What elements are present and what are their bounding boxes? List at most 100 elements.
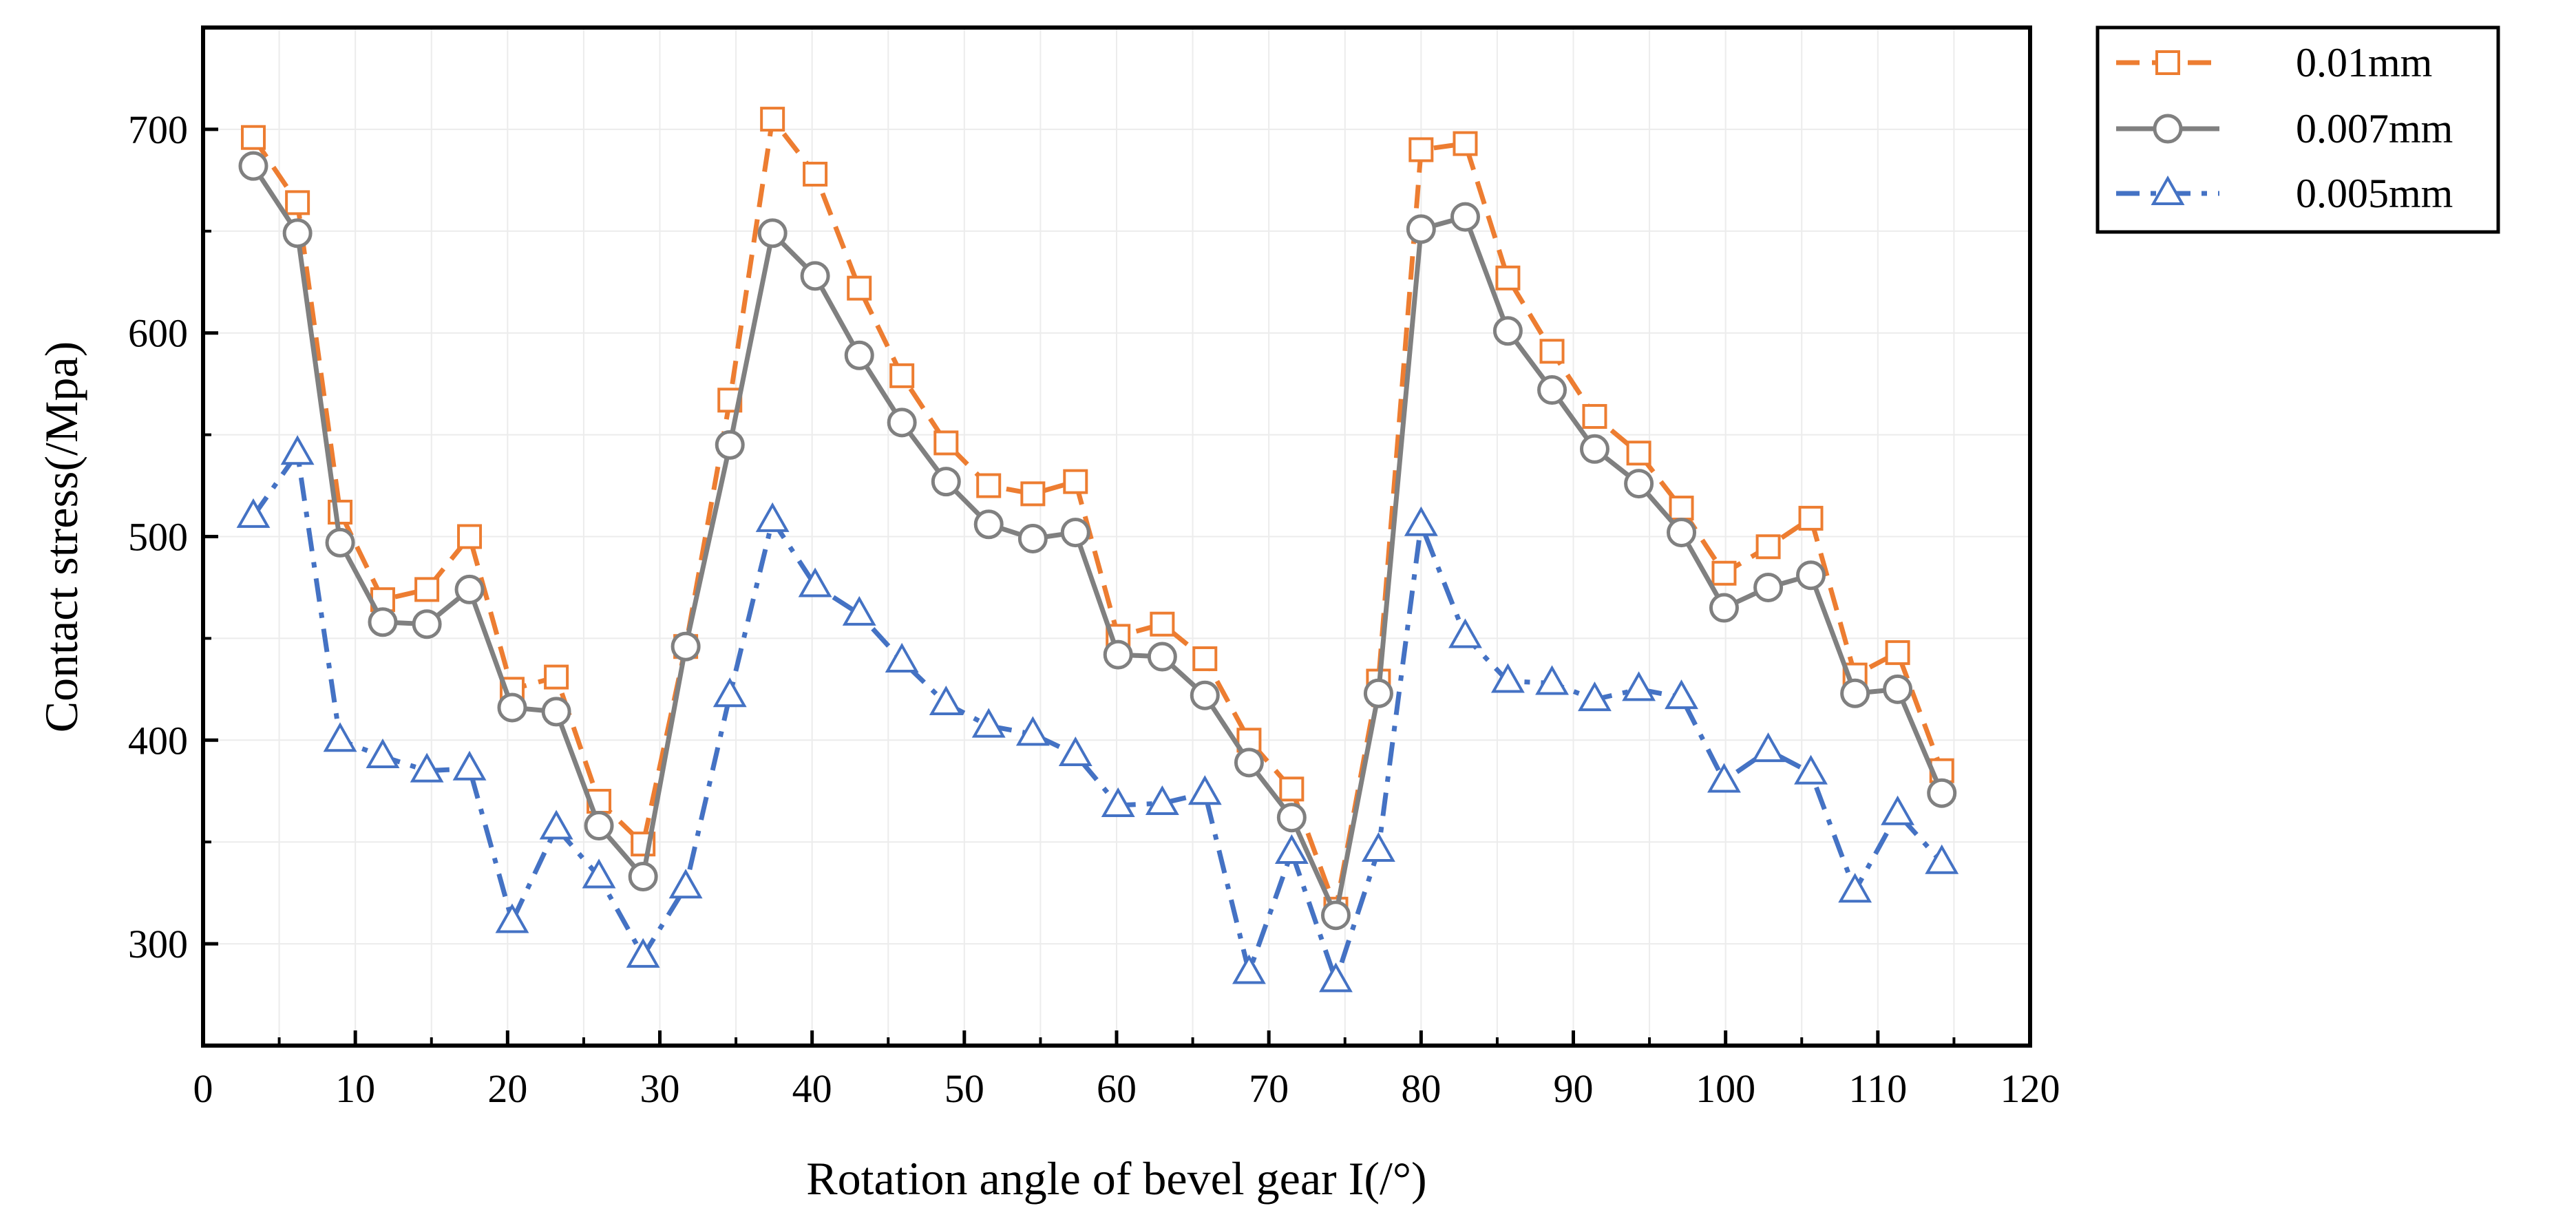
y-tick-label: 700 bbox=[128, 107, 188, 152]
data-point bbox=[1582, 403, 1607, 429]
series-0.007mm bbox=[238, 151, 1957, 931]
data-point bbox=[454, 574, 485, 604]
data-point bbox=[368, 607, 398, 637]
data-point bbox=[366, 738, 400, 768]
data-point bbox=[803, 161, 828, 187]
legend-marker bbox=[2155, 50, 2180, 75]
data-point bbox=[584, 811, 614, 841]
data-point bbox=[1495, 265, 1521, 290]
x-tick-label: 10 bbox=[335, 1066, 375, 1111]
data-point bbox=[1578, 681, 1612, 712]
legend-entry: 0.005mm bbox=[2116, 171, 2453, 216]
x-tick-label: 80 bbox=[1401, 1066, 1441, 1111]
data-point bbox=[757, 218, 788, 248]
data-point bbox=[885, 642, 919, 673]
data-point bbox=[325, 527, 355, 558]
data-point bbox=[1145, 785, 1179, 815]
data-point bbox=[1838, 873, 1872, 903]
y-tick-label: 500 bbox=[128, 515, 188, 560]
data-point bbox=[1883, 674, 1913, 704]
data-point bbox=[544, 664, 569, 690]
data-point bbox=[1881, 795, 1915, 825]
legend-marker bbox=[2151, 175, 2185, 205]
data-point bbox=[933, 430, 959, 456]
data-point bbox=[414, 577, 440, 602]
series-line bbox=[251, 165, 1944, 918]
legend-label: 0.007mm bbox=[2296, 106, 2453, 151]
data-point bbox=[847, 275, 872, 301]
data-point bbox=[539, 809, 573, 840]
data-point bbox=[1063, 469, 1088, 494]
y-tick-label: 400 bbox=[128, 718, 188, 763]
data-point bbox=[628, 861, 658, 891]
data-point bbox=[457, 524, 483, 549]
data-point bbox=[1101, 787, 1135, 817]
data-point bbox=[929, 686, 963, 716]
data-point bbox=[1408, 137, 1434, 162]
data-point bbox=[1319, 962, 1353, 993]
y-axis-title: Contact stress(/Mpa) bbox=[35, 341, 87, 732]
data-point bbox=[1015, 716, 1050, 746]
x-tick-label: 30 bbox=[640, 1066, 680, 1111]
data-point bbox=[1667, 518, 1697, 548]
data-point bbox=[1279, 776, 1305, 802]
data-point bbox=[1234, 748, 1264, 778]
x-tick-label: 20 bbox=[487, 1066, 527, 1111]
data-point bbox=[1190, 680, 1220, 710]
data-point bbox=[1192, 646, 1218, 671]
data-point bbox=[887, 407, 917, 438]
data-point bbox=[236, 498, 271, 528]
data-point bbox=[1406, 214, 1436, 244]
data-point bbox=[323, 722, 357, 752]
data-point bbox=[1707, 763, 1741, 793]
data-point bbox=[973, 509, 1004, 540]
data-point bbox=[1535, 665, 1569, 695]
data-point bbox=[1103, 639, 1133, 670]
data-point bbox=[1579, 434, 1609, 464]
data-point bbox=[282, 218, 313, 248]
data-point bbox=[1276, 803, 1307, 833]
data-point bbox=[1361, 832, 1395, 862]
data-point bbox=[889, 363, 915, 388]
legend-label: 0.005mm bbox=[2296, 171, 2453, 216]
data-point bbox=[1755, 534, 1781, 560]
data-point bbox=[1624, 469, 1654, 499]
data-point bbox=[1794, 754, 1828, 785]
data-point bbox=[1490, 663, 1525, 693]
data-point bbox=[1448, 618, 1482, 648]
data-point bbox=[1751, 732, 1786, 763]
data-point bbox=[931, 467, 961, 497]
data-point bbox=[976, 473, 1002, 498]
data-point bbox=[1453, 131, 1478, 156]
x-tick-label: 0 bbox=[193, 1066, 213, 1111]
data-point bbox=[1798, 505, 1824, 531]
data-point bbox=[1232, 954, 1266, 984]
x-tick-label: 40 bbox=[792, 1066, 832, 1111]
y-tick-label: 300 bbox=[128, 922, 188, 966]
data-point bbox=[671, 631, 701, 661]
data-point bbox=[1885, 640, 1910, 666]
data-point bbox=[668, 869, 703, 899]
data-point bbox=[1320, 900, 1351, 931]
data-point bbox=[760, 107, 785, 132]
data-point bbox=[1753, 572, 1784, 602]
data-point bbox=[715, 430, 745, 460]
series-0.01mm bbox=[240, 107, 1954, 922]
data-point bbox=[1665, 679, 1698, 710]
data-point bbox=[1840, 678, 1870, 708]
data-point bbox=[280, 435, 315, 465]
data-point bbox=[626, 938, 660, 968]
data-point bbox=[412, 609, 442, 639]
data-point bbox=[328, 500, 353, 525]
data-point bbox=[1058, 736, 1092, 767]
x-tick-label: 120 bbox=[2000, 1066, 2060, 1111]
series-group bbox=[236, 107, 1959, 993]
data-point bbox=[1711, 560, 1737, 586]
data-point bbox=[541, 697, 571, 727]
data-point bbox=[1020, 481, 1046, 507]
data-point bbox=[240, 125, 266, 150]
data-point bbox=[712, 677, 747, 708]
data-point bbox=[495, 903, 529, 933]
data-point bbox=[497, 692, 527, 723]
